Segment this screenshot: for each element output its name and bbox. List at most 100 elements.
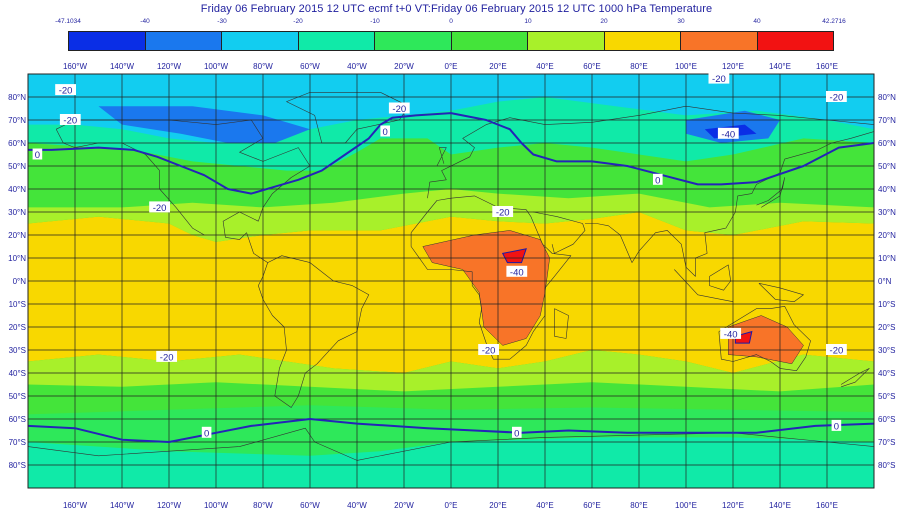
legend-tick-label: -30 <box>217 18 227 25</box>
lon-tick-label: 160°W <box>63 62 88 71</box>
lon-tick-label: 0°E <box>445 62 458 71</box>
legend-tick-label: 20 <box>600 18 608 25</box>
lon-tick-label: 160°W <box>63 501 88 510</box>
contour-label-bg <box>512 426 522 438</box>
lat-tick-label: 40°N <box>878 185 896 194</box>
contour-labels: -20 -20 -20 -20 -20 -40 0 0 0 0 0 0 -20 -20 -20 -20 -20 -… <box>32 72 847 439</box>
contour-label: -20 <box>712 74 726 85</box>
lat-tick-label: 40°N <box>8 185 26 194</box>
lat-tick-label: 70°N <box>878 116 896 125</box>
contour-label: -20 <box>482 346 496 357</box>
lat-tick-label: 30°N <box>878 208 896 217</box>
contour-label-bg <box>826 91 847 102</box>
contour-label-bg <box>506 265 528 277</box>
coastline <box>585 131 874 277</box>
lon-tick-label: 0°E <box>445 501 458 510</box>
legend-swatch <box>298 32 375 50</box>
lat-tick-label: 0°N <box>878 277 892 286</box>
lat-tick-label: 30°S <box>878 346 895 355</box>
lon-tick-label: 20°E <box>489 501 506 510</box>
contour-label: -20 <box>392 104 406 115</box>
lat-tick-label: 20°S <box>878 323 895 332</box>
legend-swatch <box>375 32 452 50</box>
lat-tick-label: 60°N <box>878 139 896 148</box>
contour-label: -20 <box>153 203 167 214</box>
coastline <box>840 368 870 388</box>
lat-tick-label: 70°S <box>878 438 895 447</box>
contour-label-bg <box>32 148 43 160</box>
very-hot-region <box>501 248 527 264</box>
lon-tick-label: 60°E <box>583 501 600 510</box>
coastline <box>159 170 205 236</box>
legend-swatch <box>451 32 528 50</box>
contour-label: -20 <box>830 346 844 357</box>
lon-tick-label: 80°E <box>630 62 647 71</box>
lon-tick-label: 60°E <box>583 62 600 71</box>
legend-swatch <box>145 32 222 50</box>
contour-label: -40 <box>724 329 738 340</box>
lon-tick-label: 160°E <box>816 62 838 71</box>
legend-tick-label: -40 <box>140 18 150 25</box>
lon-tick-label: 140°W <box>110 501 135 510</box>
zero-contour <box>28 112 874 195</box>
lat-tick-label: 10°S <box>9 300 26 309</box>
lat-tick-label: 30°N <box>8 208 26 217</box>
contour-label-bg <box>156 350 178 362</box>
contour-label: -20 <box>59 86 73 97</box>
lon-tick-label: 60°W <box>300 62 320 71</box>
contour-label-bg <box>59 114 81 125</box>
lon-tick-label: 100°W <box>204 501 229 510</box>
lat-tick-label: 0°N <box>13 277 27 286</box>
coastline <box>756 177 786 208</box>
contour-label-bg <box>149 201 170 213</box>
lon-tick-label: 100°E <box>675 501 697 510</box>
contour-label-bg <box>708 72 730 84</box>
legend-tick-label: 0 <box>449 18 453 25</box>
coastline <box>436 147 447 167</box>
lon-tick-label: 40°W <box>347 501 367 510</box>
lon-tick-label: 100°W <box>204 62 229 71</box>
lat-tick-label: 50°S <box>9 392 26 401</box>
coastline <box>533 211 586 254</box>
contour-label: 0 <box>383 127 388 138</box>
contour-label: 0 <box>514 428 519 439</box>
legend-swatch <box>528 32 605 50</box>
lat-tick-label: 70°S <box>9 438 26 447</box>
lon-tick-label: 20°E <box>489 62 506 71</box>
lon-tick-label: 120°E <box>722 62 744 71</box>
lon-tick-label: 140°E <box>769 62 791 71</box>
contour-label-bg <box>55 84 76 96</box>
lon-tick-label: 20°W <box>394 62 414 71</box>
legend-swatch <box>222 32 299 50</box>
lat-tick-label: 60°S <box>9 415 26 424</box>
lat-tick-label: 50°N <box>8 162 26 171</box>
legend-swatch <box>757 32 833 50</box>
contour-label: -40 <box>510 267 524 278</box>
lon-tick-label: 80°E <box>630 501 647 510</box>
lat-tick-label: 10°N <box>878 254 896 263</box>
contour-label-bg <box>720 327 742 339</box>
lat-tick-label: 50°S <box>878 392 895 401</box>
contour-label-bg <box>492 206 514 217</box>
contour-label-bg <box>717 127 739 139</box>
lat-tick-label: 40°S <box>9 369 26 378</box>
contour-label: -20 <box>830 93 844 104</box>
contour-label-bg <box>201 426 212 438</box>
zero-contours <box>28 112 874 443</box>
coastline <box>758 283 804 303</box>
contour-label-bg <box>831 419 842 431</box>
lon-tick-label: 80°W <box>253 501 273 510</box>
contour-label: -20 <box>496 208 510 219</box>
lon-tick-label: 60°W <box>300 501 320 510</box>
contour-label: -20 <box>63 116 77 127</box>
lat-tick-label: 80°S <box>9 461 26 470</box>
lon-tick-label: 20°W <box>394 501 414 510</box>
lat-tick-label: 60°N <box>8 139 26 148</box>
legend-tick-label: 10 <box>524 18 532 25</box>
contour-label: 0 <box>204 428 209 439</box>
lat-tick-label: 30°S <box>9 346 26 355</box>
lon-tick-label: 140°W <box>110 62 135 71</box>
lat-tick-label: 40°S <box>878 369 895 378</box>
legend-tick-label: 40 <box>753 18 761 25</box>
